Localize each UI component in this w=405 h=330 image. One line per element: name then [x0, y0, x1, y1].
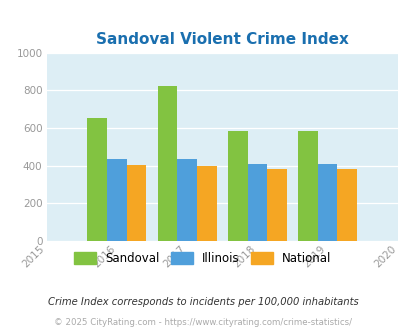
Bar: [247, 164, 266, 241]
Bar: [126, 165, 146, 241]
Bar: [177, 159, 196, 241]
Text: Crime Index corresponds to incidents per 100,000 inhabitants: Crime Index corresponds to incidents per…: [47, 297, 358, 307]
Bar: [317, 164, 337, 241]
Bar: [337, 169, 356, 241]
Bar: [107, 159, 126, 241]
Text: © 2025 CityRating.com - https://www.cityrating.com/crime-statistics/: © 2025 CityRating.com - https://www.city…: [54, 318, 351, 327]
Bar: [157, 86, 177, 241]
Bar: [297, 131, 317, 241]
Title: Sandoval Violent Crime Index: Sandoval Violent Crime Index: [96, 32, 348, 48]
Bar: [227, 131, 247, 241]
Legend: Sandoval, Illinois, National: Sandoval, Illinois, National: [70, 247, 335, 270]
Bar: [87, 118, 107, 241]
Bar: [196, 166, 216, 241]
Bar: [266, 169, 286, 241]
